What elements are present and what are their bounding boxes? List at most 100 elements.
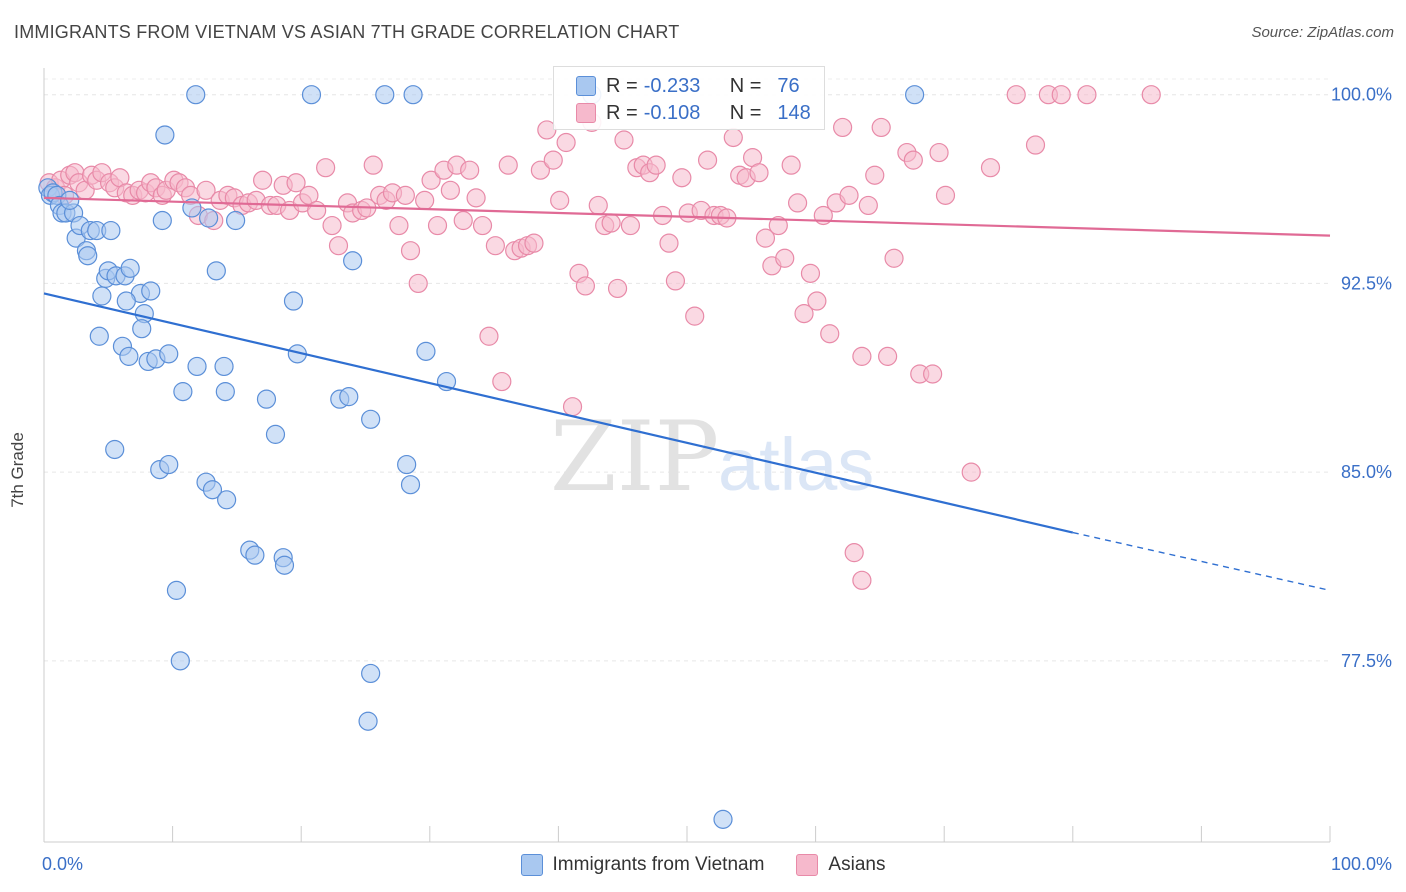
vietnam-point [400, 475, 421, 495]
vietnam-point [206, 261, 226, 281]
asians-point [685, 306, 705, 326]
asians-point [800, 263, 821, 283]
asians-point [421, 170, 441, 190]
legend-label-asians: Asians [828, 854, 886, 875]
vietnam-point [403, 85, 423, 105]
vietnam-point [339, 387, 359, 407]
asians-point [460, 160, 480, 180]
asians-point [755, 228, 776, 248]
vietnam-point [905, 85, 925, 105]
vietnam-point [202, 480, 223, 500]
asians-point [884, 248, 904, 268]
n-value-vietnam: 76 [777, 74, 800, 97]
asians-point [1141, 85, 1161, 105]
asians-point [440, 180, 460, 200]
asians-point [903, 150, 923, 170]
vietnam-points [38, 85, 925, 829]
vietnam-point [416, 341, 436, 361]
asians-point [878, 346, 898, 366]
asians-point [935, 185, 956, 205]
asians-point [1006, 85, 1026, 105]
asians-point [575, 276, 596, 296]
asians-point [395, 185, 415, 205]
legend-swatch-vietnam [576, 76, 596, 96]
asians-point [923, 364, 943, 384]
asians-point [646, 155, 666, 175]
asians-point [852, 570, 872, 590]
vietnam-trend-extension [1072, 531, 1331, 592]
asians-point [415, 190, 435, 210]
asians-point [787, 193, 808, 213]
r-label: R = [606, 74, 638, 97]
vietnam-point [301, 85, 322, 105]
asians-point [328, 236, 349, 256]
asians-point [316, 158, 336, 178]
vietnam-point [159, 454, 179, 475]
asians-point [614, 130, 634, 150]
asians-point [588, 195, 608, 216]
vietnam-point [361, 409, 381, 429]
vietnam-point [343, 251, 363, 271]
asians-point [871, 117, 891, 138]
vietnam-point [60, 190, 80, 210]
legend-row-asians: R = -0.108 N = 148 [576, 101, 811, 125]
asians-point [196, 180, 216, 200]
tick-labels: 77.5% 85.0% 92.5% 100.0% 0.0% 100.0% [42, 85, 1392, 874]
vietnam-point [166, 580, 187, 600]
legend-swatch-asians [796, 854, 819, 876]
asians-point [1077, 85, 1097, 105]
asians-point [839, 185, 859, 205]
asians-point [453, 210, 473, 231]
vietnam-point [159, 344, 179, 364]
n-label: N = [729, 74, 762, 97]
asians-point [781, 155, 801, 175]
asians-point [844, 543, 864, 563]
vietnam-point [105, 439, 125, 460]
vietnam-point [256, 389, 277, 409]
asians-point [389, 215, 409, 236]
vietnam-point [155, 125, 175, 145]
vietnam-point [119, 346, 139, 366]
chart-title: IMMIGRANTS FROM VIETNAM VS ASIAN 7TH GRA… [14, 22, 680, 42]
asians-point [833, 117, 853, 138]
legend-item-asians: Asians [796, 854, 885, 876]
asians-trend-line [43, 196, 1331, 237]
vietnam-point [361, 663, 381, 684]
asians-point [299, 185, 319, 205]
vietnam-point [89, 326, 109, 346]
legend-item-vietnam: Immigrants from Vietnam [520, 854, 764, 876]
x-tick-label-max: 100.0% [1331, 854, 1392, 874]
vietnam-point [283, 291, 304, 311]
asians-point [363, 155, 383, 175]
asians-points [39, 85, 1161, 590]
vietnam-point [132, 319, 152, 339]
asians-point [322, 215, 342, 236]
asians-point [852, 346, 872, 366]
grid-lines [44, 78, 1330, 662]
vietnam-point [186, 85, 206, 105]
asians-point [961, 462, 981, 482]
asians-point [665, 271, 686, 291]
asians-point [543, 150, 563, 170]
asians-point [659, 233, 679, 253]
vietnam-point [152, 210, 172, 231]
correlation-legend: R = -0.233 N = 76 R = -0.108 N = 148 [553, 66, 825, 130]
asians-point [485, 236, 505, 256]
legend-row-vietnam: R = -0.233 N = 76 [576, 74, 800, 98]
y-tick-label: 92.5% [1341, 273, 1392, 293]
vietnam-point [199, 208, 219, 228]
legend-swatch-asians [576, 103, 596, 123]
asians-point [697, 150, 718, 170]
source-label: Source: ZipAtlas.com [1251, 24, 1394, 41]
vietnam-point [116, 291, 136, 311]
vietnam-point [375, 85, 395, 105]
vietnam-point [187, 356, 207, 377]
vietnam-point [173, 382, 193, 402]
asians-point [929, 142, 949, 163]
asians-point [980, 158, 1001, 178]
asians-point [672, 168, 692, 188]
series-legend: Immigrants from Vietnam Asians [0, 852, 1406, 878]
vietnam-point [226, 210, 246, 231]
asians-point [408, 273, 428, 294]
